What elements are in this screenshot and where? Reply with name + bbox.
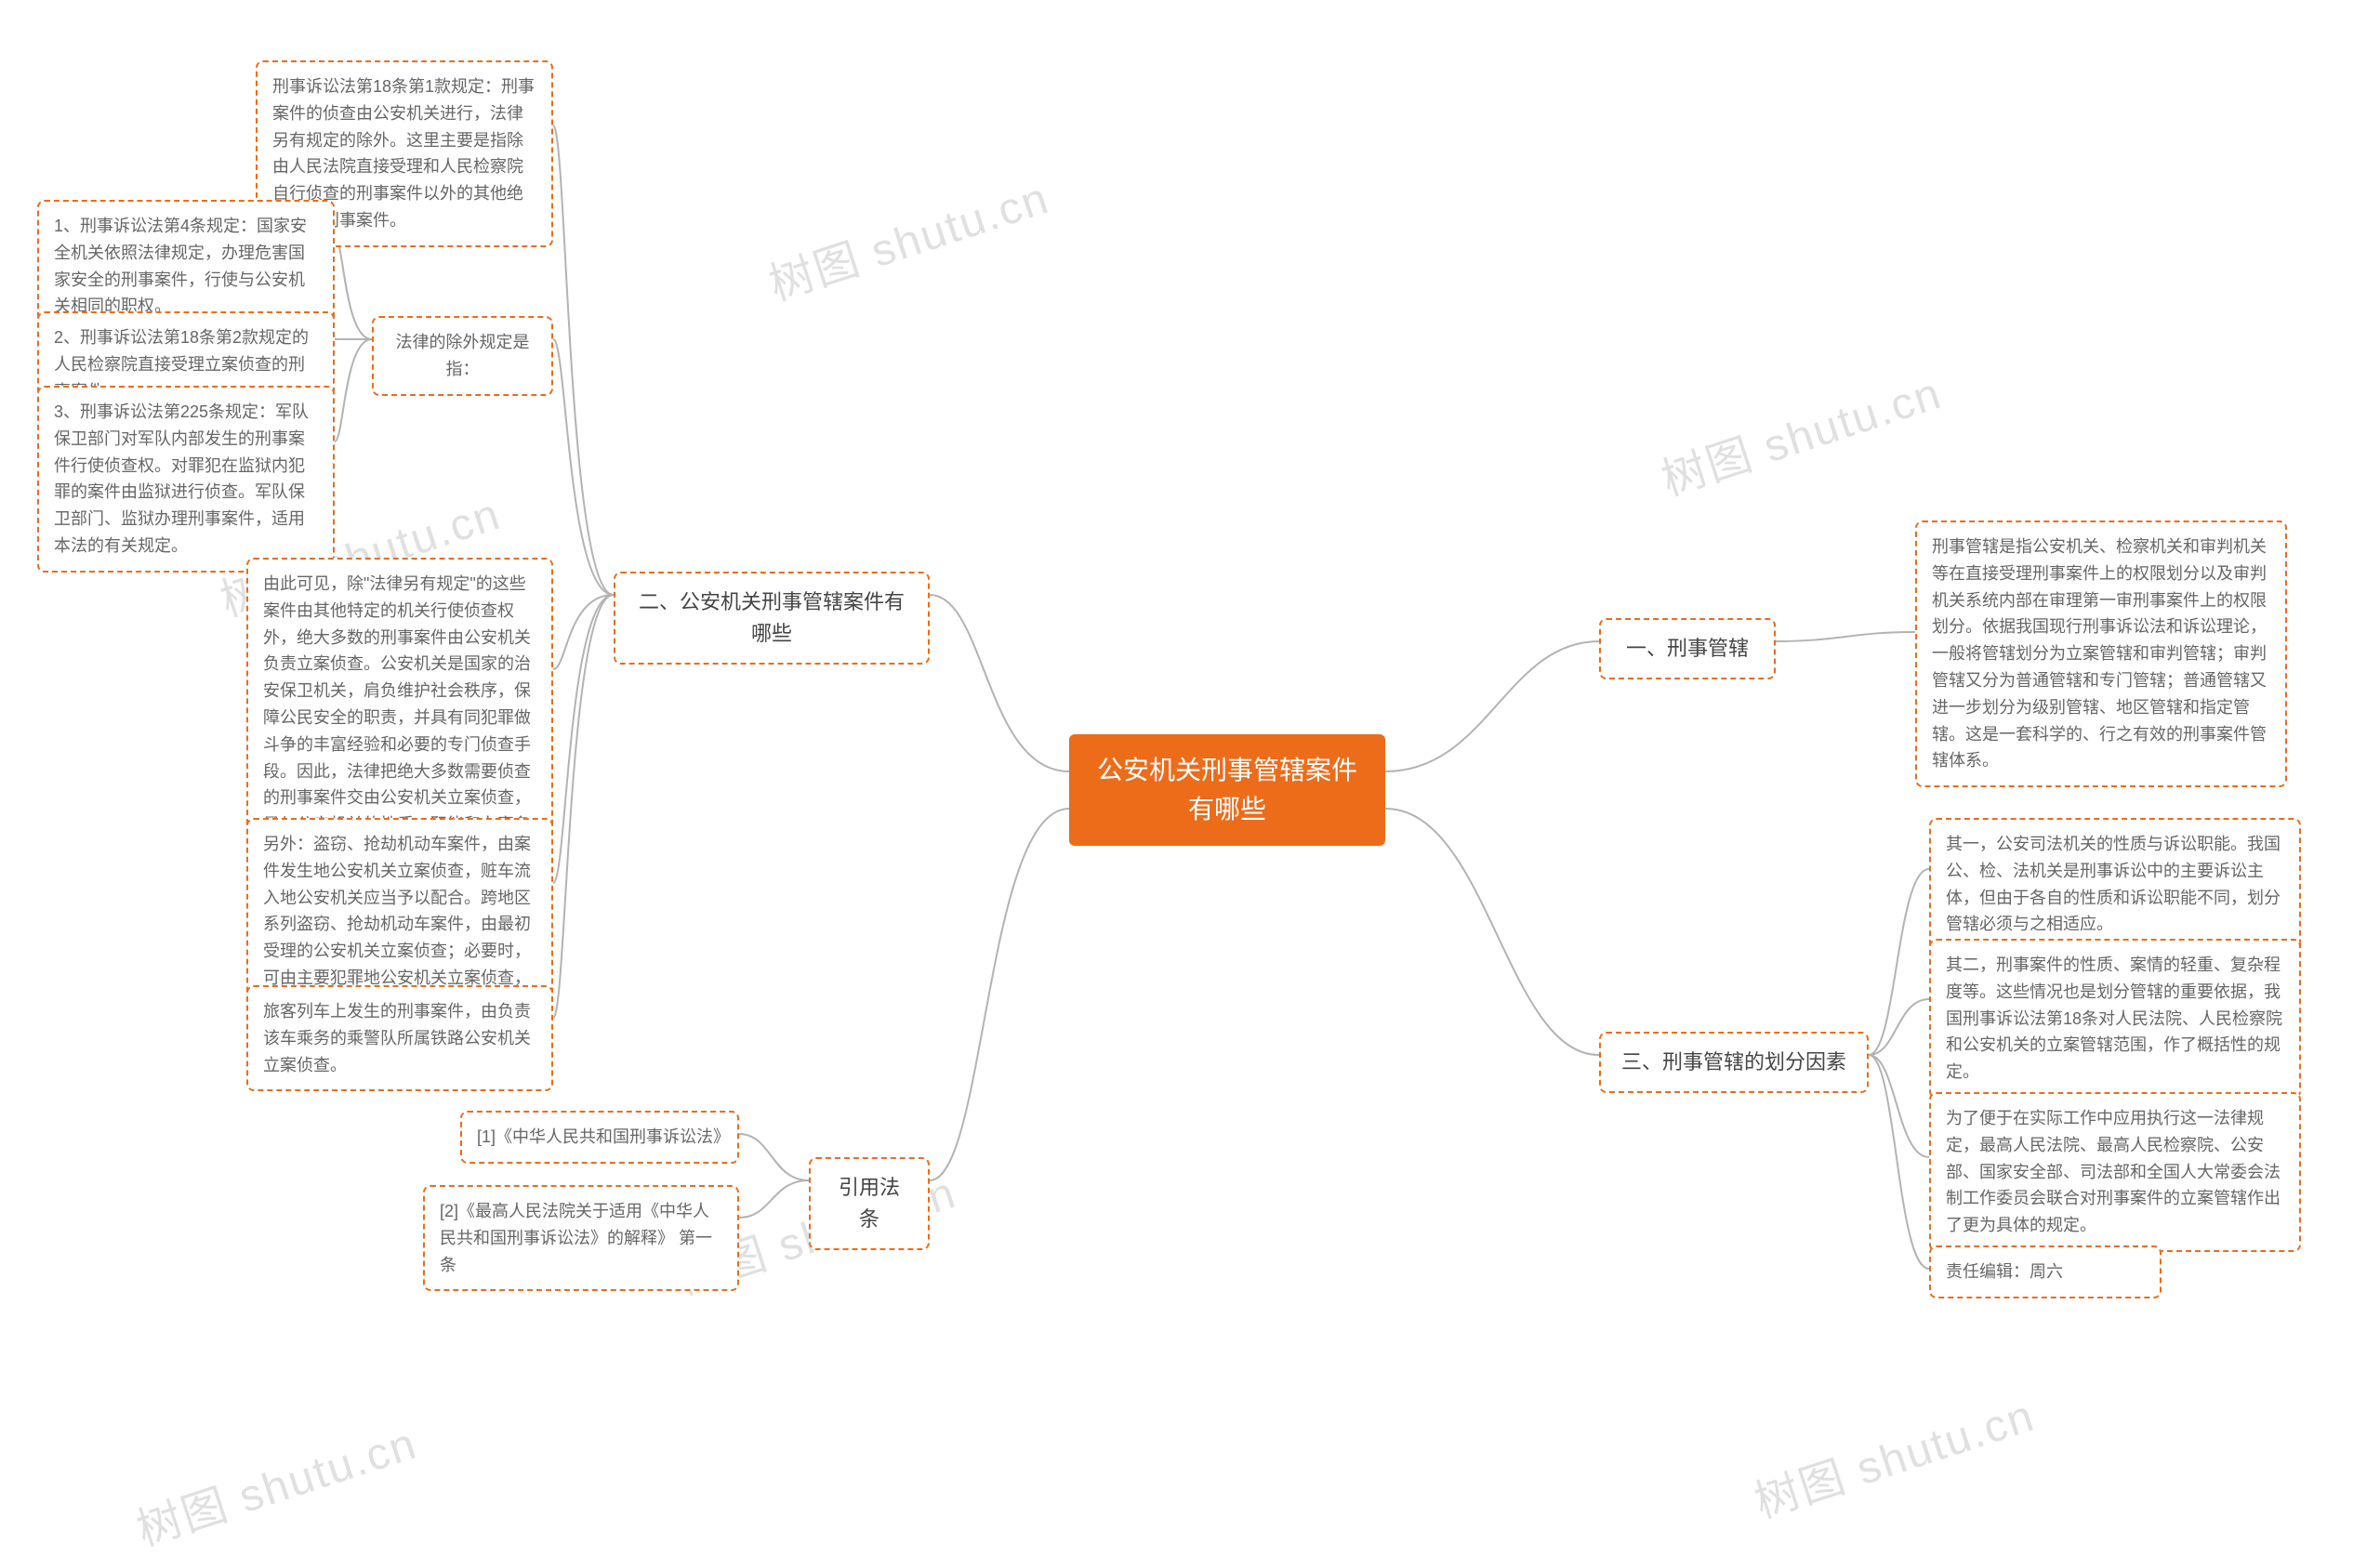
leaf-text: 3、刑事诉讼法第225条规定：军队保卫部门对军队内部发生的刑事案件行使侦查权。对…	[54, 402, 309, 555]
branch-label: 二、公安机关刑事管辖案件有哪些	[639, 590, 905, 645]
branch-label: 三、刑事管辖的划分因素	[1621, 1050, 1846, 1074]
leaf-node[interactable]: 刑事管辖是指公安机关、检察机关和审判机关等在直接受理刑事案件上的权限划分以及审判…	[1915, 520, 2287, 787]
watermark: 树图 shutu.cn	[127, 1406, 424, 1558]
watermark: 树图 shutu.cn	[1652, 356, 1949, 507]
leaf-text: 1、刑事诉讼法第4条规定：国家安全机关依照法律规定，办理危害国家安全的刑事案件，…	[54, 217, 307, 315]
leaf-text: 其一，公安司法机关的性质与诉讼职能。我国公、检、法机关是刑事诉讼中的主要诉讼主体…	[1946, 835, 2281, 933]
center-topic[interactable]: 公安机关刑事管辖案件有哪些	[1069, 734, 1385, 846]
leaf-text: [2]《最高人民法院关于适用《中华人民共和国刑事诉讼法》的解释》 第一条	[440, 1202, 712, 1274]
leaf-node[interactable]: [1]《中华人民共和国刑事诉讼法》	[460, 1111, 739, 1164]
mindmap-stage: 树图 shutu.cn 树图 shutu.cn 树图 shutu.cn 树图 s…	[0, 0, 2380, 1568]
branch-label: 一、刑事管辖	[1626, 637, 1749, 660]
watermark: 树图 shutu.cn	[760, 161, 1056, 312]
leaf-node[interactable]: 旅客列车上发生的刑事案件，由负责该车乘务的乘警队所属铁路公安机关立案侦查。	[246, 985, 553, 1091]
leaf-node[interactable]: 为了便于在实际工作中应用执行这一法律规定，最高人民法院、最高人民检察院、公安部、…	[1929, 1092, 2301, 1252]
watermark: 树图 shutu.cn	[1745, 1378, 2042, 1530]
leaf-text: 法律的除外规定是指：	[396, 333, 530, 378]
leaf-text: 刑事管辖是指公安机关、检察机关和审判机关等在直接受理刑事案件上的权限划分以及审判…	[1932, 537, 2267, 770]
branch-jurisdiction[interactable]: 一、刑事管辖	[1599, 618, 1776, 679]
branch-division-factors[interactable]: 三、刑事管辖的划分因素	[1599, 1032, 1869, 1093]
branch-citations[interactable]: 引用法条	[809, 1157, 930, 1250]
leaf-text: 其二，刑事案件的性质、案情的轻重、复杂程度等。这些情况也是划分管辖的重要依据，我…	[1946, 955, 2282, 1081]
leaf-text: [1]《中华人民共和国刑事诉讼法》	[477, 1127, 730, 1146]
leaf-except-rules[interactable]: 法律的除外规定是指：	[372, 316, 553, 396]
leaf-node[interactable]: 责任编辑：周六	[1929, 1245, 2162, 1298]
leaf-node[interactable]: 其一，公安司法机关的性质与诉讼职能。我国公、检、法机关是刑事诉讼中的主要诉讼主体…	[1929, 818, 2301, 951]
leaf-text: 旅客列车上发生的刑事案件，由负责该车乘务的乘警队所属铁路公安机关立案侦查。	[263, 1002, 531, 1074]
branch-label: 引用法条	[839, 1176, 900, 1231]
center-topic-text: 公安机关刑事管辖案件有哪些	[1093, 751, 1361, 829]
branch-which-cases[interactable]: 二、公安机关刑事管辖案件有哪些	[614, 572, 930, 665]
leaf-node[interactable]: [2]《最高人民法院关于适用《中华人民共和国刑事诉讼法》的解释》 第一条	[423, 1185, 739, 1291]
leaf-text: 为了便于在实际工作中应用执行这一法律规定，最高人民法院、最高人民检察院、公安部、…	[1946, 1109, 2281, 1234]
leaf-text: 责任编辑：周六	[1946, 1262, 2063, 1281]
leaf-node[interactable]: 其二，刑事案件的性质、案情的轻重、复杂程度等。这些情况也是划分管辖的重要依据，我…	[1929, 939, 2301, 1099]
leaf-node[interactable]: 3、刑事诉讼法第225条规定：军队保卫部门对军队内部发生的刑事案件行使侦查权。对…	[37, 386, 335, 573]
